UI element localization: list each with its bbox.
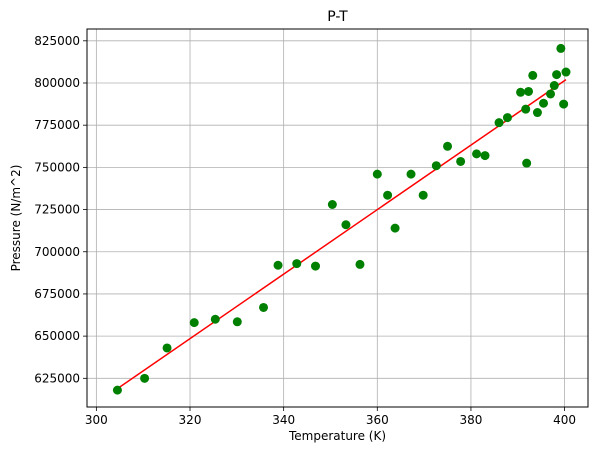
fit-line [116, 79, 567, 390]
data-point [232, 317, 242, 327]
data-point [522, 158, 532, 168]
data-point [162, 343, 172, 353]
y-tick-label: 650000 [34, 329, 80, 343]
y-tick-label: 825000 [34, 34, 80, 48]
fit-layer [116, 79, 567, 390]
data-point [528, 70, 538, 80]
data-point [372, 169, 382, 179]
data-point [431, 161, 441, 171]
data-point [383, 190, 393, 200]
x-axis-label: Temperature (K) [288, 429, 386, 443]
x-tick-label: 340 [272, 413, 295, 427]
data-point [443, 141, 453, 151]
data-point [552, 70, 562, 80]
x-tick-label: 360 [366, 413, 389, 427]
x-tick-label: 400 [553, 413, 576, 427]
data-point [292, 259, 302, 269]
data-point [524, 86, 534, 96]
data-point [273, 260, 283, 270]
data-point [549, 81, 559, 91]
y-tick-label: 675000 [34, 287, 80, 301]
data-point [140, 373, 150, 383]
data-point [259, 302, 269, 312]
ticks-layer: 300 320 340 360 380 400 625000 650000 675000 7000… [34, 34, 576, 427]
plot-frame [86, 28, 589, 408]
data-point [502, 113, 512, 123]
chart-title: P-T [327, 9, 348, 25]
data-point [532, 108, 542, 118]
y-tick-label: 725000 [34, 203, 80, 217]
data-point [480, 151, 490, 161]
grid-layer [87, 29, 588, 407]
data-point [310, 261, 320, 271]
y-tick-label: 800000 [34, 76, 80, 90]
x-tick-label: 300 [85, 413, 108, 427]
y-axis-label: Pressure (N/m^2) [9, 165, 23, 272]
data-point [418, 190, 428, 200]
data-point [539, 98, 549, 108]
y-tick-label: 750000 [34, 160, 80, 174]
points-layer [112, 43, 571, 395]
data-point [516, 87, 526, 97]
data-point [561, 67, 571, 77]
data-point [472, 149, 482, 159]
data-point [327, 200, 337, 209]
data-point [556, 43, 566, 53]
data-point [406, 169, 416, 179]
x-tick-label: 320 [179, 413, 202, 427]
data-point [355, 259, 365, 269]
data-point [559, 99, 569, 109]
data-point [521, 104, 531, 114]
y-tick-label: 700000 [34, 245, 80, 259]
data-point [494, 118, 504, 128]
data-point [456, 156, 466, 166]
y-tick-label: 625000 [34, 371, 80, 385]
y-tick-label: 775000 [34, 118, 80, 132]
x-tick-label: 380 [459, 413, 482, 427]
data-point [546, 89, 556, 99]
data-point [112, 385, 122, 395]
data-point [390, 223, 400, 233]
data-point [210, 314, 220, 324]
data-point [341, 220, 351, 230]
data-point [189, 318, 199, 328]
